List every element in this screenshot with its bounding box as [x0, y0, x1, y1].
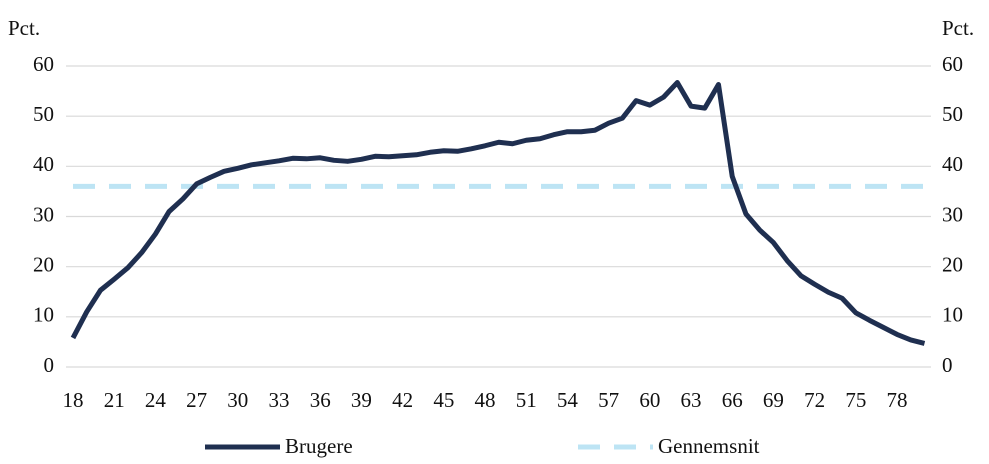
y-tick-label: 60: [33, 52, 54, 76]
data-line: [70, 80, 926, 346]
y-tick-label: 10: [33, 303, 54, 327]
x-tick-label: 63: [681, 388, 702, 412]
x-tick-label: 33: [269, 388, 290, 412]
x-tick-label: 69: [763, 388, 784, 412]
x-tick-label: 21: [104, 388, 125, 412]
x-tick-label: 36: [310, 388, 331, 412]
x-tick-label: 18: [63, 388, 84, 412]
x-tick-label: 30: [227, 388, 248, 412]
y-axis-label: Pct.: [8, 16, 40, 40]
x-tick-label: 54: [557, 388, 579, 412]
y2-tick-label: 30: [942, 202, 963, 226]
x-tick-label: 24: [145, 388, 167, 412]
y2-tick-label: 50: [942, 102, 963, 126]
y-tick-label: 40: [33, 152, 54, 176]
x-tick-label: 48: [475, 388, 496, 412]
x-tick-label: 27: [186, 388, 207, 412]
x-tick-label: 57: [598, 388, 619, 412]
y-tick-label: 30: [33, 202, 54, 226]
y-tick-label: 0: [44, 353, 55, 377]
x-tick-label: 75: [845, 388, 866, 412]
y2-tick-label: 20: [942, 252, 963, 276]
x-tick-label: 72: [804, 388, 825, 412]
y2-tick-label: 40: [942, 152, 963, 176]
y-tick-label: 20: [33, 252, 54, 276]
x-tick-label: 42: [392, 388, 413, 412]
x-tick-label: 78: [887, 388, 908, 412]
y2-axis-label: Pct.: [942, 16, 974, 40]
legend-label: Brugere: [285, 434, 353, 458]
y-tick-label: 50: [33, 102, 54, 126]
x-tick-label: 60: [639, 388, 660, 412]
x-tick-label: 45: [433, 388, 454, 412]
x-tick-label: 66: [722, 388, 743, 412]
y2-tick-label: 0: [942, 353, 953, 377]
y2-tick-label: 60: [942, 52, 963, 76]
y2-tick-label: 10: [942, 303, 963, 327]
x-tick-label: 39: [351, 388, 372, 412]
legend-label: Gennemsnit: [658, 434, 760, 458]
x-tick-label: 51: [516, 388, 537, 412]
